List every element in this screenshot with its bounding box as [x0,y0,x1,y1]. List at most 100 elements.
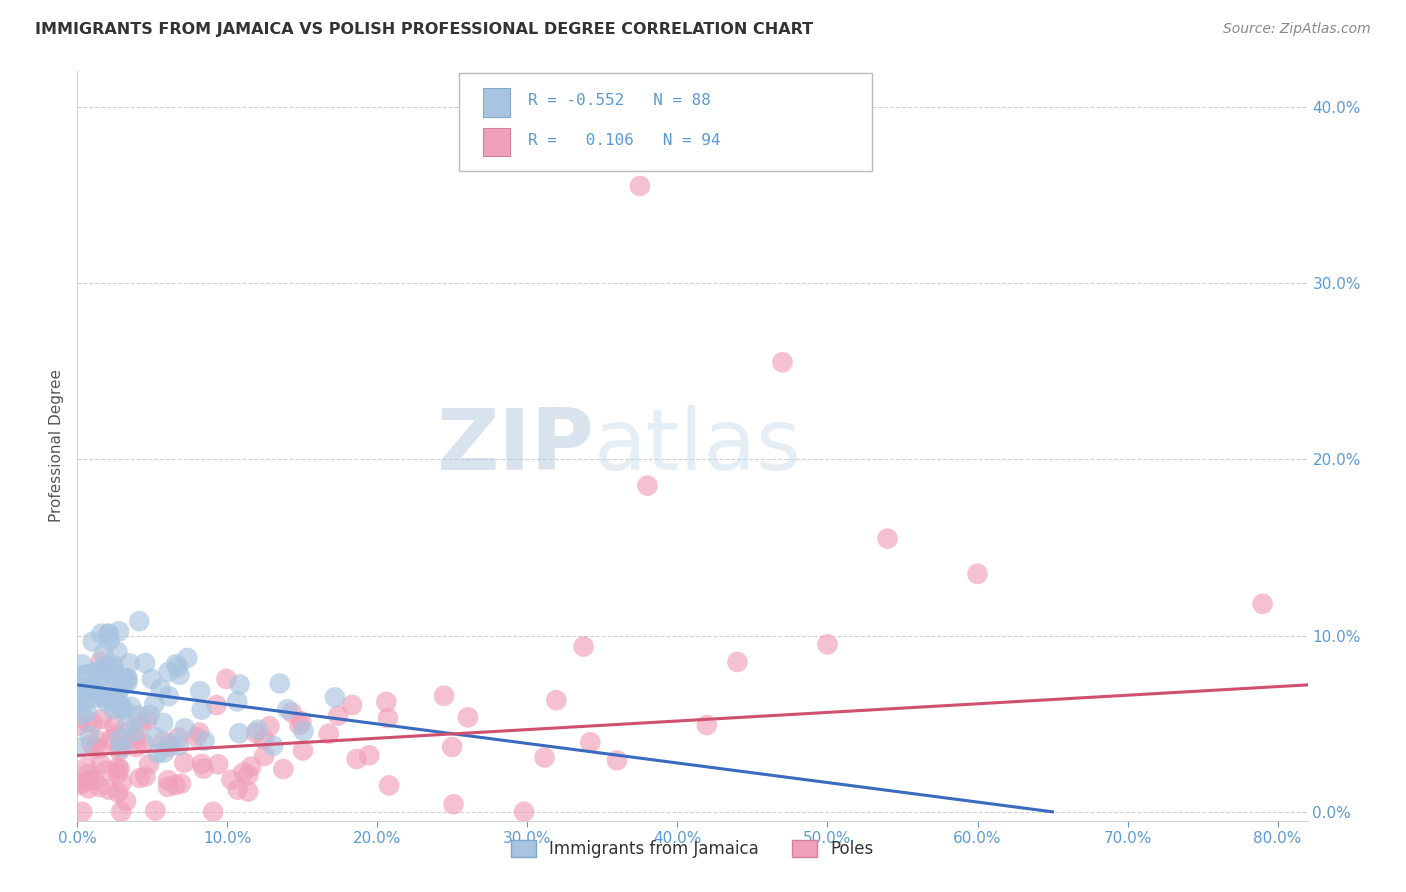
Point [103,718,125,732]
Point [191,756,214,771]
Point [281,706,304,720]
Point [108,740,131,755]
Point [115,794,138,808]
Point [76,715,98,730]
Point [117,675,139,690]
Point [772,355,794,369]
Point [173,721,195,735]
Point [120,723,142,738]
Point [228,677,250,691]
Point [190,703,212,717]
Point [72,707,94,722]
Point [124,731,146,746]
Point [579,735,602,749]
Point [91,663,114,677]
Point [110,698,132,712]
Point [143,698,166,712]
Point [91,712,114,726]
Point [276,702,298,716]
Point [104,671,127,685]
Point [98,782,121,797]
Point [82,715,104,730]
Point [84,691,107,706]
FancyBboxPatch shape [458,73,872,171]
Point [103,667,125,681]
Point [87,687,110,701]
Point [67,778,90,792]
Point [441,739,464,754]
Text: ZIP: ZIP [436,404,595,488]
Point [170,777,193,791]
Point [75,760,97,774]
Point [153,746,176,760]
Point [141,672,163,686]
Point [232,765,254,780]
Point [546,693,568,707]
Text: R =   0.106   N = 94: R = 0.106 N = 94 [527,134,720,148]
Point [87,733,110,747]
Point [67,697,90,711]
Point [128,771,150,785]
Point [138,757,160,772]
Point [215,672,238,686]
Point [167,739,190,753]
Point [103,702,125,716]
Point [83,681,105,695]
Point [167,660,190,674]
Point [103,662,125,676]
Point [169,667,191,681]
Point [97,627,120,641]
Text: R = -0.552   N = 88: R = -0.552 N = 88 [527,93,710,108]
Point [132,737,155,751]
Point [269,676,291,690]
Point [110,699,132,714]
Text: atlas: atlas [595,404,801,488]
Point [96,764,118,778]
Point [328,708,350,723]
Point [89,780,111,794]
Point [156,780,179,794]
Point [157,690,180,704]
Point [207,757,229,772]
Point [90,626,112,640]
Point [606,753,628,767]
Point [160,736,183,750]
Point [636,478,658,492]
Point [291,743,314,757]
Point [966,566,988,581]
Bar [484,88,510,117]
Point [194,734,217,748]
Point [84,665,107,679]
Point [112,703,135,717]
Point [146,747,169,761]
Point [67,718,90,732]
Point [143,804,166,818]
Point [149,681,172,696]
Point [72,668,94,682]
Point [125,740,148,755]
Point [346,752,368,766]
Point [128,614,150,628]
Point [152,715,174,730]
Point [73,695,96,709]
Point [100,732,122,747]
Point [323,690,346,705]
Point [89,655,111,669]
Point [375,695,398,709]
Point [77,767,100,781]
Text: IMMIGRANTS FROM JAMAICA VS POLISH PROFESSIONAL DEGREE CORRELATION CHART: IMMIGRANTS FROM JAMAICA VS POLISH PROFES… [35,22,813,37]
Point [76,705,98,719]
Point [111,740,134,755]
Point [104,727,127,741]
Point [173,756,195,770]
Point [120,699,142,714]
Point [107,761,129,775]
Point [108,696,131,710]
Point [96,695,118,709]
Point [108,624,131,639]
Point [82,634,104,648]
Point [105,689,128,703]
Point [205,698,228,712]
Point [247,723,270,737]
Point [136,713,159,727]
